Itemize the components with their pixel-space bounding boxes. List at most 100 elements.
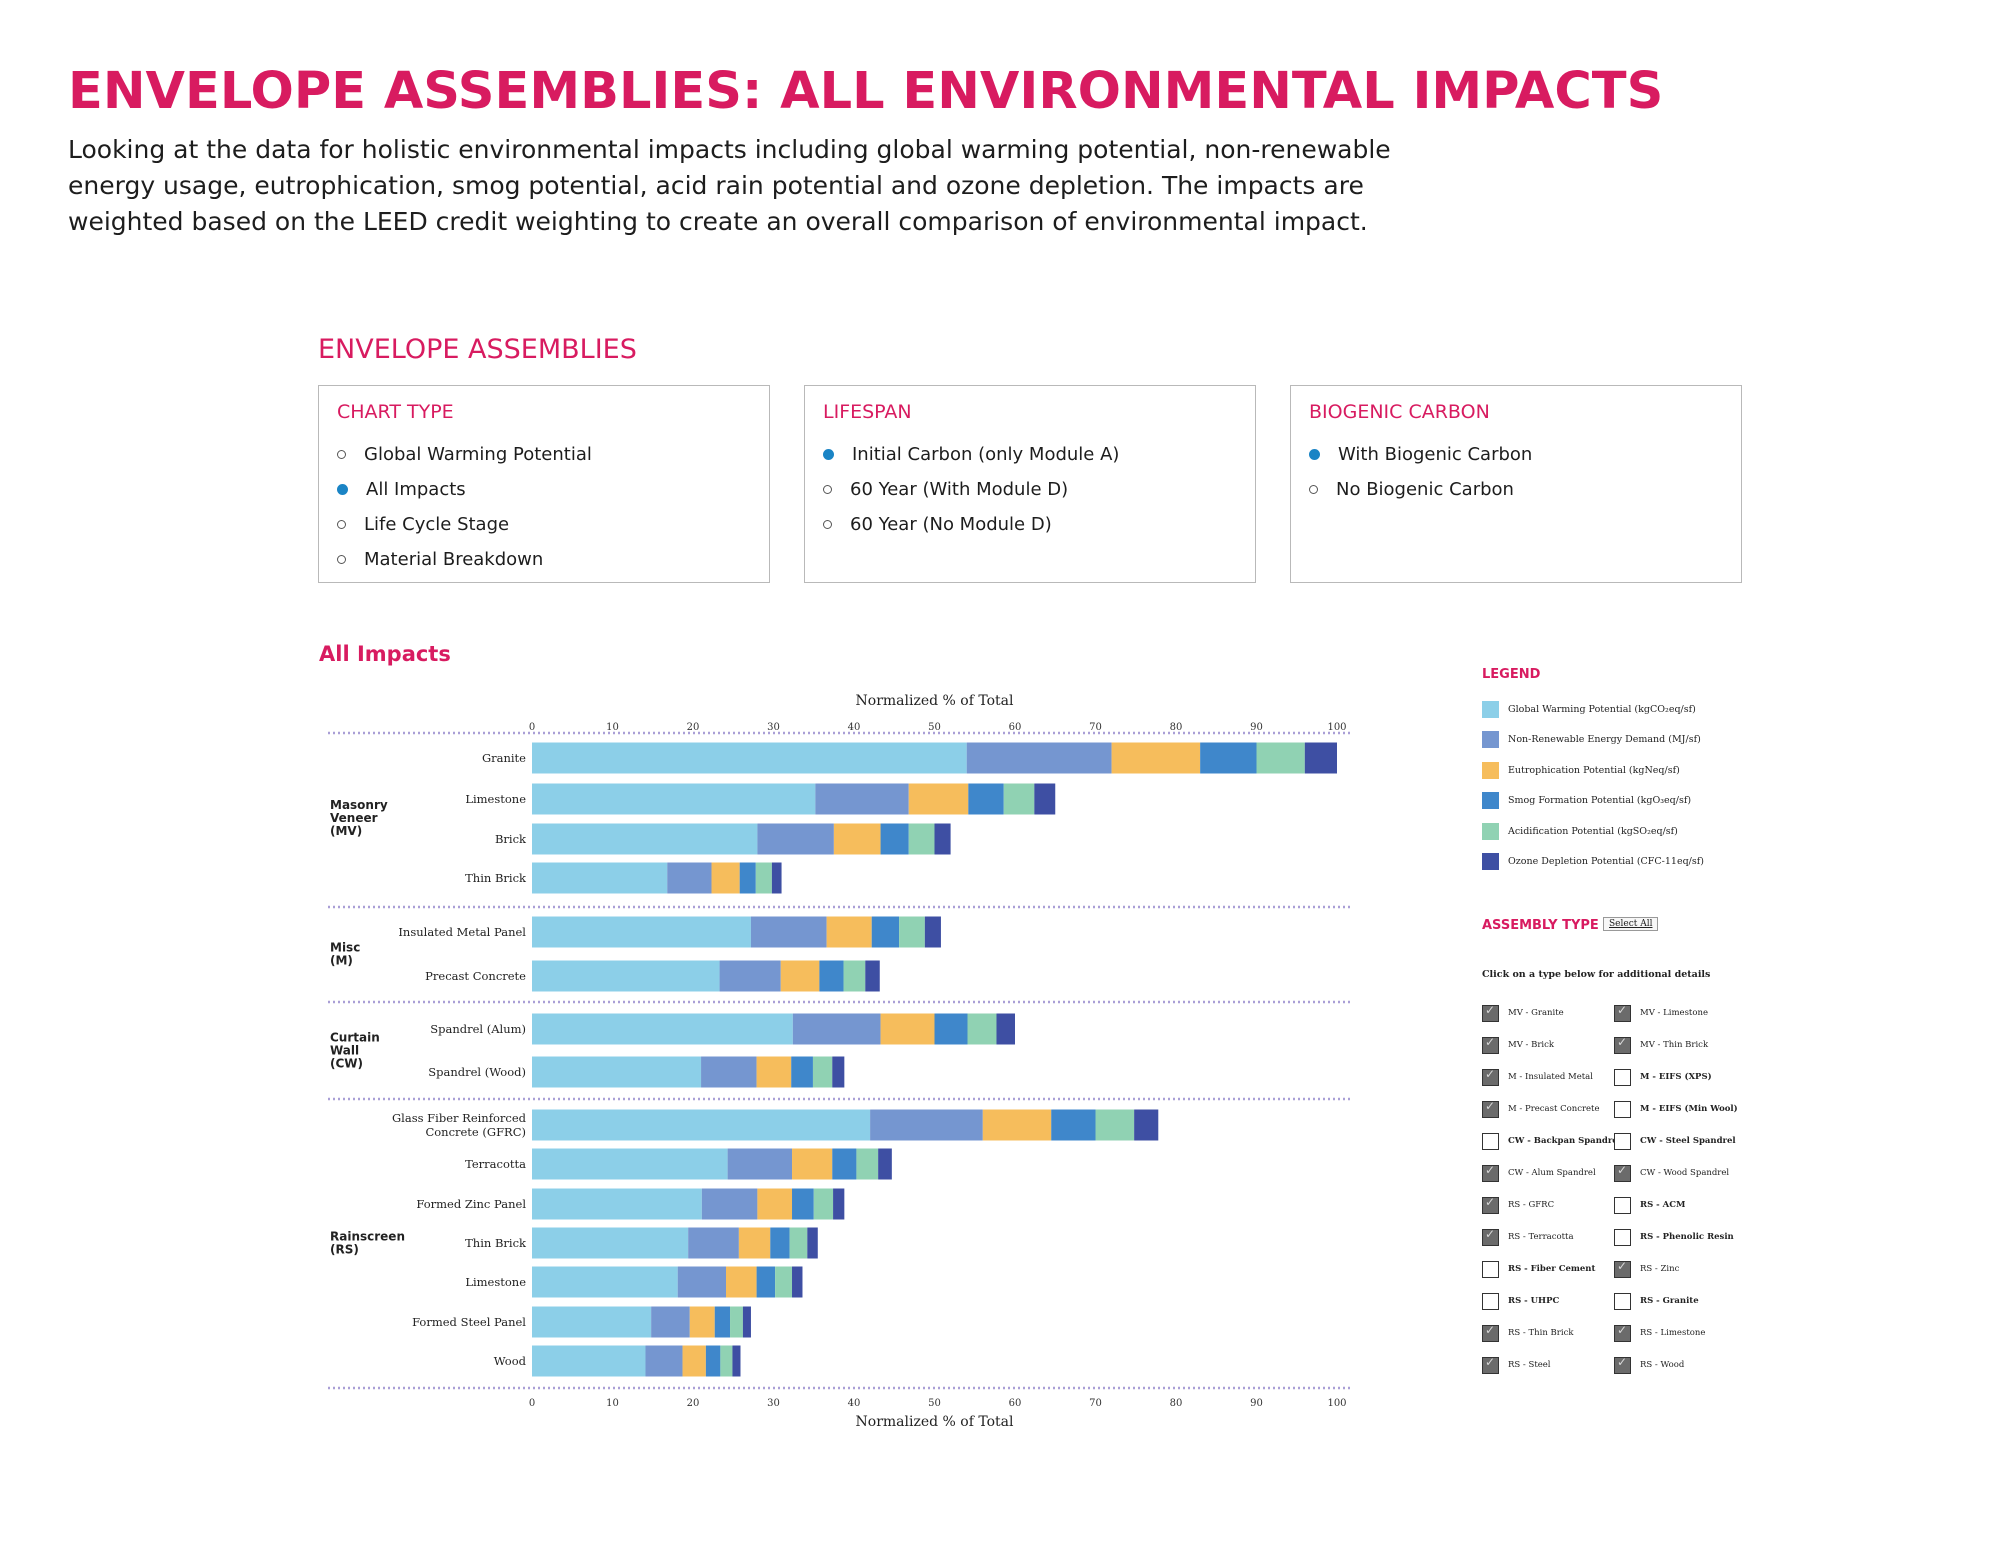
checkbox-checked-icon[interactable] <box>1614 1035 1631 1054</box>
radio-icon[interactable] <box>823 484 832 494</box>
checkbox-icon[interactable] <box>1614 1292 1631 1310</box>
radio-icon[interactable] <box>823 519 832 529</box>
option-label: All Impacts <box>366 478 466 500</box>
bar-segment <box>532 960 720 992</box>
bar-segment <box>780 960 820 992</box>
intro-text: Looking at the data for holistic environ… <box>68 132 1508 240</box>
assembly-type-item[interactable]: MV - Granite <box>1482 1002 1564 1024</box>
group-label: Misc <box>330 941 360 955</box>
checkbox-icon[interactable] <box>1614 1068 1631 1086</box>
chart-type-option-material-breakdown[interactable]: Material Breakdown <box>337 544 543 574</box>
bar-segment <box>1111 742 1201 774</box>
checkbox-checked-icon[interactable] <box>1482 1099 1499 1118</box>
bar-segment <box>755 862 772 894</box>
bar-segment <box>726 1266 757 1298</box>
checkbox-icon[interactable] <box>1614 1100 1631 1118</box>
x-axis-title-top: Normalized % of Total <box>856 693 1014 709</box>
assembly-type-item[interactable]: RS - Zinc <box>1614 1258 1679 1280</box>
assembly-type-item[interactable]: CW - Backpan Spandrel <box>1482 1130 1621 1152</box>
assembly-type-item[interactable]: RS - Thin Brick <box>1482 1322 1573 1344</box>
select-all-button[interactable]: Select All <box>1603 917 1659 931</box>
lifespan-option-initial[interactable]: Initial Carbon (only Module A) <box>823 439 1119 469</box>
checkbox-checked-icon[interactable] <box>1614 1323 1631 1342</box>
page-title: ENVELOPE ASSEMBLIES: ALL ENVIRONMENTAL I… <box>68 62 1664 121</box>
option-label: 60 Year (No Module D) <box>850 513 1052 535</box>
checkbox-checked-icon[interactable] <box>1482 1195 1499 1214</box>
assembly-type-item[interactable]: RS - GFRC <box>1482 1194 1554 1216</box>
legend-label: Smog Formation Potential (kgO₃eq/sf) <box>1508 794 1692 806</box>
assembly-type-item[interactable]: CW - Steel Spandrel <box>1614 1130 1736 1152</box>
assembly-type-item[interactable]: RS - Fiber Cement <box>1482 1258 1595 1280</box>
checkbox-icon[interactable] <box>1482 1260 1499 1278</box>
checkbox-checked-icon[interactable] <box>1614 1163 1631 1182</box>
radio-icon[interactable] <box>1309 484 1318 494</box>
checkbox-checked-icon[interactable] <box>1614 1355 1631 1374</box>
assembly-type-item[interactable]: M - Precast Concrete <box>1482 1098 1600 1120</box>
assembly-type-item[interactable]: M - EIFS (Min Wool) <box>1614 1098 1738 1120</box>
assembly-type-item[interactable]: RS - ACM <box>1614 1194 1685 1216</box>
assembly-type-item[interactable]: MV - Thin Brick <box>1614 1034 1708 1056</box>
legend-label: Ozone Depletion Potential (CFC-11eq/sf) <box>1508 855 1704 867</box>
section-heading: ENVELOPE ASSEMBLIES <box>318 334 637 365</box>
group-label: (MV) <box>330 824 362 838</box>
radio-selected-icon[interactable] <box>823 448 834 460</box>
assembly-type-item[interactable]: RS - Phenolic Resin <box>1614 1226 1734 1248</box>
assembly-type-item[interactable]: RS - Wood <box>1614 1354 1684 1376</box>
checkbox-checked-icon[interactable] <box>1482 1163 1499 1182</box>
x-tick-label-bottom: 90 <box>1250 1398 1263 1409</box>
bar-segment <box>532 823 758 855</box>
bar-segment <box>727 1148 793 1180</box>
x-tick-label-top: 0 <box>529 722 535 733</box>
checkbox-icon[interactable] <box>1614 1228 1631 1246</box>
assembly-type-item[interactable]: M - EIFS (XPS) <box>1614 1066 1712 1088</box>
checkbox-icon[interactable] <box>1482 1292 1499 1310</box>
assembly-type-item[interactable]: RS - Granite <box>1614 1290 1699 1312</box>
checkbox-checked-icon[interactable] <box>1482 1035 1499 1054</box>
radio-icon[interactable] <box>337 554 346 564</box>
assembly-type-item[interactable]: RS - UHPC <box>1482 1290 1559 1312</box>
checkbox-checked-icon[interactable] <box>1482 1067 1499 1086</box>
lifespan-option-60-no-d[interactable]: 60 Year (No Module D) <box>823 509 1052 539</box>
checkbox-checked-icon[interactable] <box>1482 1227 1499 1246</box>
x-tick-label-top: 10 <box>606 722 619 733</box>
biogenic-option-without[interactable]: No Biogenic Carbon <box>1309 474 1514 504</box>
assembly-type-item[interactable]: M - Insulated Metal <box>1482 1066 1593 1088</box>
checkbox-icon[interactable] <box>1614 1196 1631 1214</box>
row-label: Precast Concrete <box>425 969 526 983</box>
assembly-type-item[interactable]: CW - Wood Spandrel <box>1614 1162 1729 1184</box>
assembly-type-item[interactable]: MV - Limestone <box>1614 1002 1708 1024</box>
assembly-type-item[interactable]: MV - Brick <box>1482 1034 1554 1056</box>
lifespan-option-60-with-d[interactable]: 60 Year (With Module D) <box>823 474 1068 504</box>
radio-selected-icon[interactable] <box>337 483 348 495</box>
checkbox-icon[interactable] <box>1482 1132 1499 1150</box>
bar-segment <box>996 1013 1015 1045</box>
checkbox-checked-icon[interactable] <box>1482 1003 1499 1022</box>
assembly-type-item[interactable]: RS - Steel <box>1482 1354 1551 1376</box>
checkbox-icon[interactable] <box>1614 1132 1631 1150</box>
assembly-type-item[interactable]: CW - Alum Spandrel <box>1482 1162 1596 1184</box>
assembly-type-label: MV - Limestone <box>1640 1008 1708 1018</box>
radio-icon[interactable] <box>337 449 346 459</box>
checkbox-checked-icon[interactable] <box>1614 1003 1631 1022</box>
option-label: No Biogenic Carbon <box>1336 478 1514 500</box>
legend-swatch <box>1482 822 1499 840</box>
chart-type-option-global-warming[interactable]: Global Warming Potential <box>337 439 592 469</box>
assembly-type-label: M - EIFS (Min Wool) <box>1640 1104 1738 1114</box>
chart-type-option-life-cycle-stage[interactable]: Life Cycle Stage <box>337 509 509 539</box>
checkbox-checked-icon[interactable] <box>1614 1259 1631 1278</box>
assembly-type-item[interactable]: RS - Limestone <box>1614 1322 1705 1344</box>
bar-segment <box>532 1345 646 1377</box>
assembly-type-item[interactable]: RS - Terracotta <box>1482 1226 1574 1248</box>
assembly-type-title: ASSEMBLY TYPE <box>1482 918 1599 933</box>
checkbox-checked-icon[interactable] <box>1482 1323 1499 1342</box>
bar-segment <box>870 1109 983 1141</box>
chart-type-option-all-impacts[interactable]: All Impacts <box>337 474 466 504</box>
radio-selected-icon[interactable] <box>1309 448 1320 460</box>
assembly-type-label: MV - Granite <box>1508 1008 1564 1018</box>
bar-segment <box>865 960 880 992</box>
biogenic-option-with[interactable]: With Biogenic Carbon <box>1309 439 1532 469</box>
checkbox-checked-icon[interactable] <box>1482 1355 1499 1374</box>
bar-segment <box>934 823 951 855</box>
row-label: Granite <box>482 751 526 765</box>
radio-icon[interactable] <box>337 519 346 529</box>
